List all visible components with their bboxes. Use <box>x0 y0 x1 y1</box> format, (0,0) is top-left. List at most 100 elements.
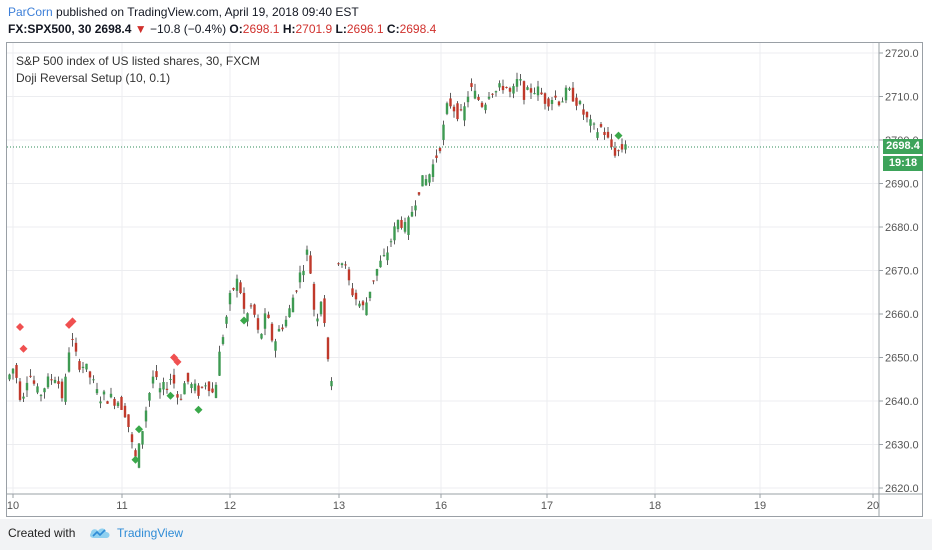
candle-body <box>102 391 106 395</box>
tradingview-logo-icon[interactable] <box>88 524 112 542</box>
candle-body <box>424 179 428 186</box>
candle-body <box>526 87 529 90</box>
candle-body <box>92 379 95 381</box>
candle-body <box>407 217 410 235</box>
candle-body <box>116 402 120 406</box>
price-change: −10.8 (−0.4%) <box>150 22 227 36</box>
candle-body <box>319 301 323 315</box>
open-label: O: <box>229 22 243 36</box>
bearish-reversal-marker <box>19 344 28 353</box>
candle-body <box>113 398 116 406</box>
candle-body <box>316 318 319 322</box>
high-label: H: <box>282 22 296 36</box>
candle-body <box>466 96 470 103</box>
candle-body <box>60 381 64 399</box>
chart-header: ParCorn published on TradingView.com, Ap… <box>0 0 932 40</box>
candle-body <box>134 450 137 457</box>
candle-body <box>158 388 162 393</box>
candle-body <box>15 364 18 378</box>
candle-body <box>305 249 309 255</box>
candle-body <box>421 175 424 187</box>
candle-body <box>571 87 575 102</box>
candle-body <box>39 395 43 397</box>
candle-body <box>596 132 599 138</box>
candle-body <box>585 111 589 118</box>
candle-body <box>564 87 568 101</box>
tradingview-brand-link[interactable]: TradingView <box>117 526 184 540</box>
high-value: 2701.9 <box>295 22 333 36</box>
candle-body <box>508 88 512 92</box>
candle-body <box>218 351 221 376</box>
candle-body <box>533 93 536 95</box>
candle-body <box>176 394 179 398</box>
candle-body <box>389 241 393 243</box>
candle-body <box>484 104 487 111</box>
author-link[interactable]: ParCorn <box>8 5 53 19</box>
candle-body <box>186 372 190 382</box>
candle-body <box>403 222 407 232</box>
publication-line: ParCorn published on TradingView.com, Ap… <box>8 5 359 19</box>
candle-body <box>207 381 211 392</box>
candle-body <box>197 385 200 396</box>
candle-body <box>519 79 522 81</box>
candle-body <box>256 318 260 330</box>
candle-body <box>204 385 207 387</box>
candle-body <box>162 382 165 390</box>
candle-body <box>386 252 389 261</box>
candle-body <box>550 100 554 104</box>
footer: Created with TradingView <box>0 519 932 550</box>
candle-body <box>417 192 421 195</box>
candle-body <box>529 88 533 93</box>
candle-body <box>494 91 498 93</box>
candle-body <box>536 86 540 96</box>
candle-body <box>410 211 414 217</box>
open-value: 2698.1 <box>242 22 280 36</box>
candle-body <box>498 83 501 88</box>
bullish-reversal-marker <box>166 391 175 400</box>
candle-body <box>561 101 564 103</box>
candlestick-chart[interactable]: 2620.0 2630.0 2640.0 2650.0 2660.0 2670.0 2680… <box>0 0 932 520</box>
indicator-label[interactable]: Doji Reversal Setup (10, 0.1) <box>16 71 171 85</box>
candle-body <box>165 388 169 390</box>
time-tick-label: 18 <box>649 500 661 512</box>
candle-body <box>400 219 403 228</box>
candle-body <box>78 361 81 370</box>
bar-countdown-tag: 19:18 <box>883 156 923 171</box>
candle-body <box>382 255 386 257</box>
candle-body <box>309 255 312 274</box>
candle-body <box>582 109 585 115</box>
candle-body <box>53 379 57 383</box>
candle-body <box>452 106 456 112</box>
candle-body <box>330 380 333 387</box>
candle-body <box>557 101 561 106</box>
candle-body <box>74 342 78 352</box>
candle-body <box>501 85 505 91</box>
created-with-text: Created with <box>8 526 76 540</box>
candle-body <box>312 283 316 310</box>
candle-body <box>11 368 15 374</box>
candle-body <box>228 292 232 305</box>
candle-body <box>365 302 368 316</box>
candle-body <box>435 155 438 158</box>
candle-body <box>267 314 270 319</box>
candle-body <box>211 388 214 393</box>
candle-body <box>274 341 277 351</box>
price-tick-label: 2640.0 <box>885 396 919 408</box>
candle-body <box>431 164 435 178</box>
candle-body <box>578 101 582 105</box>
candle-body <box>281 327 284 330</box>
candle-body <box>354 292 358 300</box>
candle-body <box>326 337 330 360</box>
candle-body <box>183 383 186 395</box>
candle-body <box>67 352 71 372</box>
candle-body <box>438 148 442 152</box>
candle-body <box>8 374 11 380</box>
candle-body <box>193 383 197 391</box>
candle-body <box>141 431 144 445</box>
candle-body <box>620 144 624 150</box>
bearish-reversal-marker <box>68 317 77 326</box>
candle-body <box>71 338 74 340</box>
candle-body <box>606 131 610 138</box>
candle-body <box>617 150 620 152</box>
time-tick-label: 11 <box>116 500 127 512</box>
